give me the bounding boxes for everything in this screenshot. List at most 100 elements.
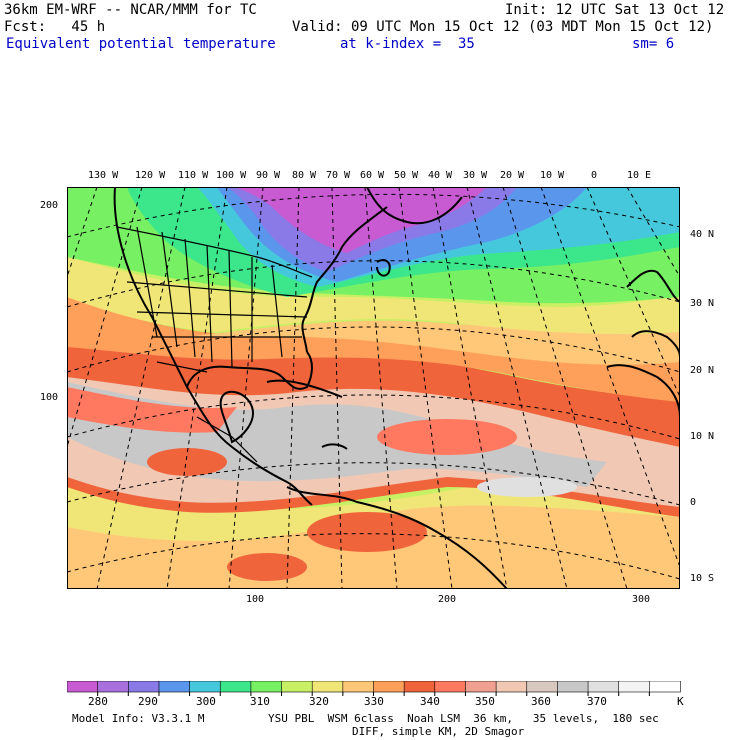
colorbar: [66, 680, 687, 707]
field-band-orange: [67, 297, 680, 402]
lon-label: 70 W: [326, 170, 351, 181]
greenland-coast: [366, 187, 463, 225]
parallel-10s: [67, 533, 680, 580]
state-line: [161, 231, 178, 348]
colorbar-swatch: [649, 680, 681, 693]
colorbar-label: 320: [309, 695, 329, 708]
parallel-0: [67, 462, 680, 506]
meridian: [502, 187, 628, 589]
colorbar-swatch: [66, 680, 99, 693]
state-line: [136, 226, 158, 338]
level-label: at k-index = 35: [340, 36, 475, 52]
south-america-coast: [286, 486, 508, 589]
lat-label: 40 N: [690, 229, 715, 240]
field-blob-salmon: [377, 419, 517, 455]
europe-coast: [626, 269, 680, 303]
state-line: [126, 281, 308, 298]
physics-info: YSU PBL WSM 6class Noah LSM 36 km, 35 le…: [268, 712, 659, 725]
field-blob-red: [307, 512, 427, 552]
field-name: Equivalent potential temperature: [6, 36, 276, 52]
lon-label: 10 E: [627, 170, 652, 181]
parallel-10n: [67, 394, 680, 440]
lat-label: 30 N: [690, 298, 715, 309]
east-coast: [301, 206, 388, 353]
lon-label: 30 W: [463, 170, 488, 181]
gulf-coast: [186, 351, 313, 390]
colorbar-swatch: [281, 680, 314, 693]
grid-label-left: 100: [40, 392, 59, 403]
colorbar-swatch: [250, 680, 283, 693]
lon-label: 110 W: [178, 170, 209, 181]
meridian: [586, 187, 680, 398]
colorbar-swatch: [97, 680, 130, 693]
newfoundland: [376, 259, 391, 277]
lon-label: 40 W: [428, 170, 453, 181]
meridian: [331, 187, 343, 589]
hispaniola: [321, 443, 348, 450]
lat-label: 10 S: [690, 573, 715, 584]
theta-e-map: [67, 187, 680, 589]
lon-label: 80 W: [292, 170, 317, 181]
us-canada-border: [116, 226, 313, 278]
lon-label: 120 W: [135, 170, 166, 181]
colorbar-unit: K: [677, 695, 684, 708]
meridian: [466, 187, 568, 589]
init-time: Init: 12 UTC Sat 13 Oct 12: [505, 2, 725, 18]
lat-label: 20 N: [690, 365, 715, 376]
yucatan: [219, 390, 254, 444]
meridian: [67, 187, 143, 448]
colorbar-label: 340: [420, 695, 440, 708]
meridian: [228, 187, 264, 589]
colorbar-label: 280: [88, 695, 108, 708]
lat-label: 10 N: [690, 431, 715, 442]
colorbar-label: 370: [587, 695, 607, 708]
colorbar-label: 350: [475, 695, 495, 708]
state-line: [228, 250, 233, 368]
state-line: [271, 264, 283, 358]
field-blob-red: [147, 448, 227, 476]
smoothing-label: sm= 6: [632, 36, 675, 52]
state-line: [206, 244, 213, 363]
state-line: [136, 311, 308, 318]
parallel-30n: [67, 260, 680, 308]
lon-label: 130 W: [88, 170, 119, 181]
meridian: [286, 187, 300, 589]
meridian: [364, 187, 398, 589]
graticule: [67, 187, 680, 589]
meridian: [540, 187, 680, 568]
africa-coast: [606, 364, 680, 418]
colorbar-swatch: [557, 680, 589, 693]
valid-time: Valid: 09 UTC Mon 15 Oct 12 (03 MDT Mon …: [292, 19, 714, 35]
lat-label: 0: [690, 497, 697, 508]
field-band-magenta: [232, 187, 487, 253]
cuba: [266, 379, 343, 398]
colorbar-swatch: [495, 680, 528, 693]
lon-label: 0: [591, 170, 598, 181]
colorbar-swatch: [311, 680, 344, 693]
colorbar-swatch: [127, 680, 160, 693]
colorbar-swatch: [618, 680, 651, 693]
map-frame: [67, 187, 680, 589]
lon-label: 100 W: [216, 170, 247, 181]
colorbar-swatch: [158, 680, 191, 693]
colorbar-swatch: [403, 680, 436, 693]
model-info: Model Info: V3.3.1 M: [72, 712, 205, 725]
colorbar-swatch: [587, 680, 620, 693]
grid-label-bottom: 300: [632, 594, 651, 605]
colorbar-swatch: [189, 680, 222, 693]
grid-label-bottom: 200: [438, 594, 457, 605]
diffusion-info: DIFF, simple KM, 2D Smagor: [352, 725, 525, 738]
meridian: [626, 187, 680, 278]
colorbar-swatch: [373, 680, 405, 693]
meridian: [398, 187, 453, 589]
colorbar-label: 310: [250, 695, 270, 708]
central-america: [196, 416, 258, 463]
lon-label: 20 W: [500, 170, 525, 181]
grid-label-bottom: 100: [246, 594, 265, 605]
colorbar-swatch: [219, 680, 252, 693]
colorbar-label: 330: [364, 695, 384, 708]
field-blob-red: [227, 553, 307, 581]
model-title: 36km EM-WRF -- NCAR/MMM for TC: [4, 2, 257, 18]
colorbar-label: 290: [138, 695, 158, 708]
north-america-coast: [113, 187, 313, 506]
